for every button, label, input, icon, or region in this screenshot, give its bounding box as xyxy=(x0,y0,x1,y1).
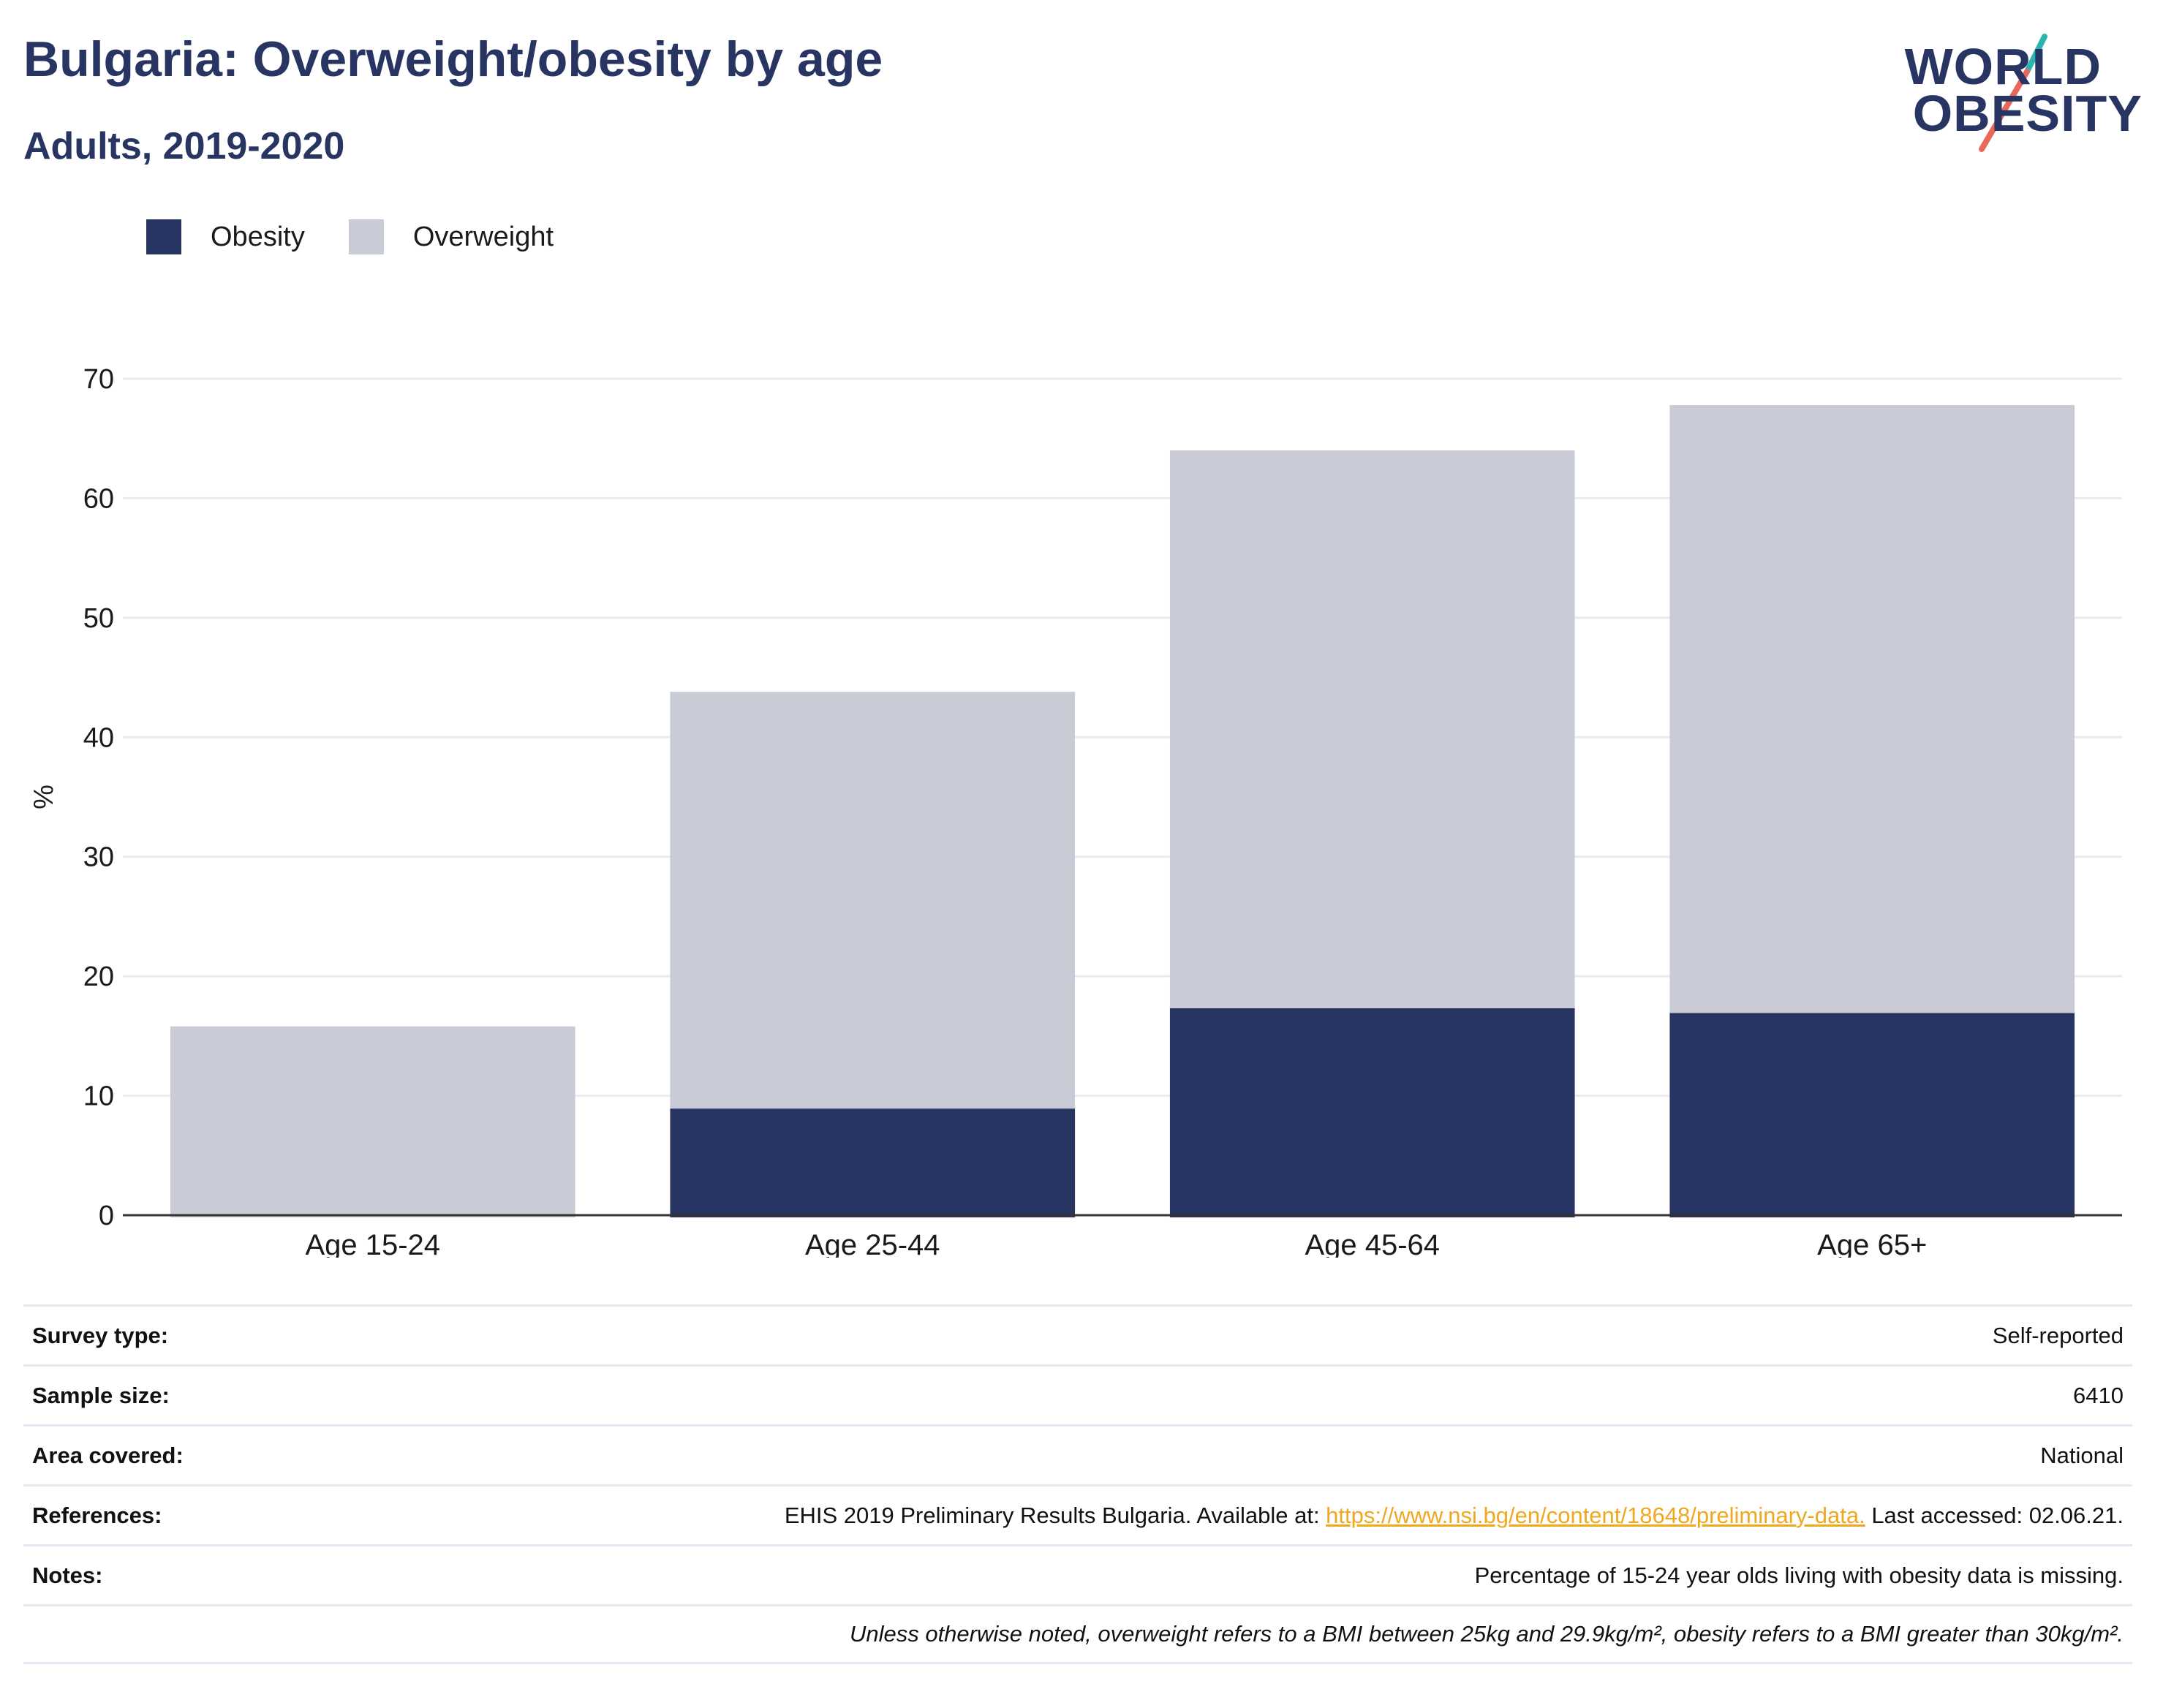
survey-type-value: Self-reported xyxy=(1992,1322,2124,1348)
area-covered-label: Area covered: xyxy=(32,1442,184,1468)
bar-obesity xyxy=(670,1106,1076,1217)
info-row-references: References: EHIS 2019 Preliminary Result… xyxy=(23,1484,2132,1544)
bar-obesity xyxy=(1169,1006,1575,1217)
info-row-sample-size: Sample size: 6410 xyxy=(23,1364,2132,1424)
legend-swatch-overweight xyxy=(348,219,384,254)
chart-title: Bulgaria: Overweight/obesity by age xyxy=(23,31,883,87)
legend-label-obesity: Obesity xyxy=(211,221,305,252)
bar-overweight xyxy=(670,692,1076,1109)
y-tick-label: 70 xyxy=(83,364,114,395)
chart-legend: Obesity Overweight xyxy=(146,219,597,254)
survey-info-table: Survey type: Self-reported Sample size: … xyxy=(23,1304,2132,1664)
bar-obesity xyxy=(1669,1010,2075,1217)
logo-word-world: WORLD xyxy=(1904,38,2102,95)
area-covered-value: National xyxy=(2040,1442,2124,1468)
stacked-bar-chart: 0 10 20 30 40 50 60 70% Age 15-24 Age 25-44 Age 45… xyxy=(29,364,2122,1258)
legend-item-obesity: Obesity xyxy=(146,219,305,254)
references-suffix: Last accessed: 02.06.21. xyxy=(1865,1502,2124,1528)
legend-label-overweight: Overweight xyxy=(412,221,554,252)
references-value: EHIS 2019 Preliminary Results Bulgaria. … xyxy=(785,1503,2124,1529)
notes-label: Notes: xyxy=(32,1562,103,1588)
y-tick-label: 60 xyxy=(83,483,114,514)
logo-word-obesity: OBESITY xyxy=(1912,85,2143,142)
x-tick-label: Age 65+ xyxy=(1817,1229,1927,1258)
y-tick-label: 20 xyxy=(83,961,114,992)
y-tick-label: 40 xyxy=(83,722,114,753)
references-link[interactable]: https://www.nsi.bg/en/content/18648/prel… xyxy=(1326,1502,1865,1528)
y-tick-label: 0 xyxy=(99,1201,114,1231)
world-obesity-logo: WORLD OBESITY xyxy=(1901,29,2143,154)
legend-swatch-obesity xyxy=(146,219,181,254)
y-tick-label: 10 xyxy=(83,1081,114,1112)
sample-size-value: 6410 xyxy=(2073,1382,2124,1408)
references-label: References: xyxy=(32,1502,162,1528)
logo-slash-icon xyxy=(1979,34,2047,152)
info-row-notes: Notes: Percentage of 15-24 year olds liv… xyxy=(23,1544,2132,1604)
y-tick-label: 30 xyxy=(83,842,114,873)
sample-size-label: Sample size: xyxy=(32,1382,170,1408)
bar-overweight xyxy=(170,1026,575,1217)
bar-overweight xyxy=(1169,450,1575,1008)
references-prefix: EHIS 2019 Preliminary Results Bulgaria. … xyxy=(784,1502,1326,1528)
x-tick-label: Age 45-64 xyxy=(1305,1229,1440,1258)
info-row-area-covered: Area covered: National xyxy=(23,1424,2132,1484)
survey-type-label: Survey type: xyxy=(32,1322,169,1348)
y-tick-label: 50 xyxy=(83,603,114,634)
y-axis-label: % xyxy=(29,785,59,809)
notes-value: Percentage of 15-24 year olds living wit… xyxy=(1474,1562,2124,1588)
bmi-footnote: Unless otherwise noted, overweight refer… xyxy=(849,1621,2124,1647)
bar-overweight xyxy=(1669,404,2075,1013)
legend-item-overweight: Overweight xyxy=(348,219,554,254)
x-tick-label: Age 15-24 xyxy=(305,1229,440,1258)
info-row-footnote: Unless otherwise noted, overweight refer… xyxy=(23,1604,2132,1664)
chart-subtitle: Adults, 2019-2020 xyxy=(23,125,345,167)
info-row-survey-type: Survey type: Self-reported xyxy=(23,1304,2132,1364)
x-tick-label: Age 25-44 xyxy=(805,1229,940,1258)
